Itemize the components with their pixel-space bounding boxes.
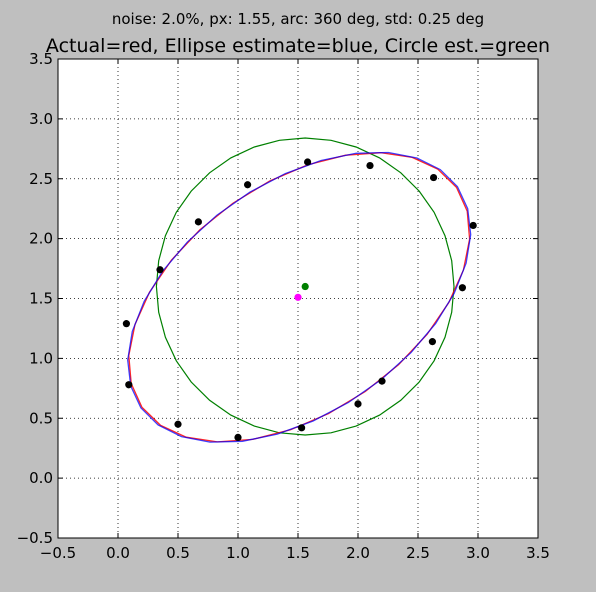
center-actual	[294, 293, 302, 301]
ellipse-estimate	[127, 151, 472, 443]
axes-frame	[57, 58, 539, 539]
x-tick-label: 1.0	[226, 544, 250, 562]
data-point	[428, 338, 436, 346]
data-point	[298, 424, 306, 432]
x-tick-label: 3.0	[466, 544, 490, 562]
y-tick-label: 1.0	[29, 349, 53, 367]
ellipse-actual	[128, 152, 471, 443]
y-tick-label: 3.0	[29, 110, 53, 128]
circle-estimate	[155, 137, 455, 436]
data-point	[122, 320, 130, 328]
y-tick-label: 2.0	[29, 230, 53, 248]
x-tick-label: 1.5	[286, 544, 310, 562]
center-circle-estimate	[301, 282, 309, 291]
data-point	[430, 173, 438, 182]
x-tick-label: 2.5	[406, 544, 430, 562]
x-tick-label: 0.0	[106, 544, 130, 562]
y-tick-label: 0.0	[29, 469, 53, 487]
y-tick-label: 3.5	[29, 50, 53, 68]
y-tick-label: 0.5	[29, 409, 53, 427]
x-tick-label: 0.5	[166, 544, 190, 562]
data-point	[125, 381, 133, 389]
y-tick-label: 2.5	[29, 170, 53, 188]
chart-title: Actual=red, Ellipse estimate=blue, Circl…	[45, 35, 551, 57]
y-tick-label: 1.5	[29, 290, 53, 308]
data-point	[156, 266, 164, 274]
x-tick-label: 2.0	[346, 544, 370, 562]
data-point	[234, 433, 242, 442]
data-point	[354, 400, 362, 408]
data-point	[174, 420, 182, 428]
data-point	[366, 161, 374, 170]
chart-subtitle: noise: 2.0%, px: 1.55, arc: 360 deg, std…	[111, 10, 485, 28]
x-tick-label: 3.5	[526, 544, 550, 562]
data-point	[378, 377, 386, 385]
data-point	[458, 284, 466, 292]
data-point	[469, 221, 477, 230]
x-tick-label: −0.5	[40, 544, 76, 562]
y-tick-label: −0.5	[17, 529, 53, 547]
data-point	[244, 181, 252, 189]
data-point	[304, 158, 312, 166]
data-point	[194, 218, 202, 226]
